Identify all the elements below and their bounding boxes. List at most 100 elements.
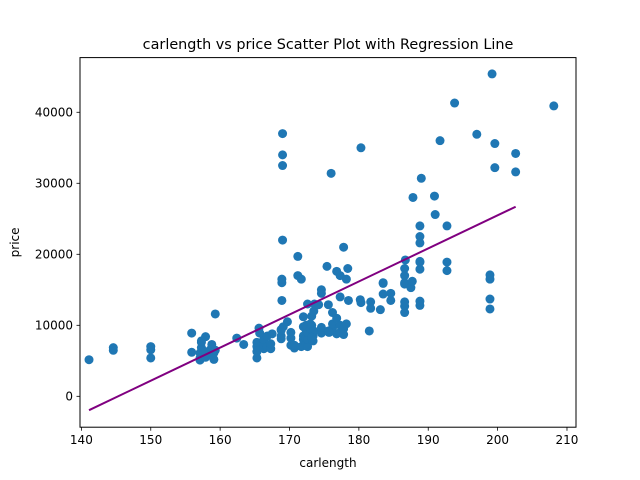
scatter-point	[511, 148, 521, 158]
scatter-point	[276, 325, 286, 335]
x-tick-label: 150	[139, 433, 162, 447]
scatter-point	[415, 256, 425, 266]
scatter-point	[239, 339, 249, 349]
scatter-point	[400, 271, 410, 281]
scatter-point	[324, 327, 334, 337]
scatter-point	[485, 304, 495, 314]
scatter-point	[326, 168, 336, 178]
x-tick-label: 180	[347, 433, 370, 447]
scatter-point	[450, 98, 460, 108]
scatter-point	[386, 288, 396, 298]
scatter-point	[487, 69, 497, 79]
scatter-point	[210, 309, 220, 319]
scatter-point	[343, 295, 353, 305]
scatter-point	[415, 232, 425, 242]
scatter-point	[267, 329, 277, 339]
scatter-point	[490, 163, 500, 173]
scatter-point	[386, 295, 396, 305]
chart-title: carlength vs price Scatter Plot with Reg…	[143, 37, 514, 53]
scatter-point	[84, 355, 94, 365]
scatter-point	[339, 242, 349, 252]
scatter-point	[323, 300, 333, 310]
scatter-point	[341, 319, 351, 329]
scatter-point	[277, 274, 287, 284]
scatter-point	[146, 353, 156, 363]
scatter-point	[378, 289, 388, 299]
scatter-point	[400, 308, 410, 318]
points-layer	[84, 69, 559, 365]
scatter-point	[309, 306, 319, 316]
regression-line	[88, 205, 517, 412]
scatter-point	[332, 266, 342, 276]
regression-layer	[88, 205, 517, 412]
y-tick-label: 10000	[35, 319, 73, 333]
scatter-point	[356, 298, 366, 308]
y-tick-label: 20000	[35, 247, 73, 261]
scatter-point	[485, 294, 495, 304]
scatter-point	[298, 312, 308, 322]
x-tick-label: 170	[278, 433, 301, 447]
scatter-point	[252, 337, 262, 347]
x-tick-label: 210	[556, 433, 579, 447]
scatter-point	[511, 167, 521, 177]
scatter-point	[146, 342, 156, 352]
scatter-point	[416, 173, 426, 183]
scatter-point	[303, 342, 313, 352]
y-axis-ticks: 0 10000 20000 30000 40000	[35, 105, 80, 404]
scatter-point	[335, 292, 345, 302]
scatter-point	[400, 278, 410, 288]
scatter-point	[187, 328, 197, 338]
scatter-point	[415, 264, 425, 274]
scatter-point	[339, 330, 349, 340]
y-axis-label: price	[8, 227, 22, 257]
scatter-point	[278, 235, 288, 245]
axes-frame	[79, 57, 577, 428]
scatter-point	[375, 305, 385, 315]
scatter-point	[442, 221, 452, 231]
scatter-point	[400, 297, 410, 307]
scatter-point	[378, 278, 388, 288]
scatter-point	[307, 332, 317, 342]
x-tick-label: 140	[70, 433, 93, 447]
scatter-point	[442, 266, 452, 276]
scatter-point	[430, 210, 440, 220]
scatter-point	[366, 303, 376, 313]
scatter-point	[286, 327, 296, 337]
scatter-point	[296, 274, 306, 284]
scatter-point	[341, 274, 351, 284]
scatter-point	[289, 340, 299, 350]
scatter-point	[343, 264, 353, 273]
scatter-point	[266, 339, 276, 349]
scatter-point	[201, 332, 211, 342]
scatter-point	[316, 288, 326, 298]
scatter-point	[549, 101, 559, 111]
scatter-point	[435, 136, 445, 146]
scatter-point	[364, 326, 374, 336]
scatter-point	[415, 238, 425, 248]
scatter-point	[293, 251, 303, 261]
x-axis-ticks: 140 150 160 170 180 190 200 210	[70, 427, 579, 447]
scatter-point	[282, 317, 292, 327]
y-tick-label: 30000	[35, 176, 73, 190]
x-axis-label: carlength	[299, 456, 356, 470]
y-tick-label: 40000	[35, 105, 73, 119]
y-tick-label: 0	[65, 390, 73, 404]
x-tick-label: 190	[417, 433, 440, 447]
scatter-point	[316, 322, 326, 332]
scatter-point	[252, 353, 262, 363]
scatter-point	[332, 313, 342, 323]
scatter-point	[408, 192, 418, 202]
scatter-point	[278, 150, 288, 160]
x-tick-label: 200	[486, 433, 509, 447]
scatter-point	[472, 129, 482, 139]
scatter-point	[366, 297, 376, 307]
scatter-point	[278, 161, 288, 171]
scatter-point	[108, 343, 118, 353]
scatter-point	[209, 354, 219, 364]
scatter-point	[429, 191, 439, 201]
scatter-point	[400, 264, 410, 273]
scatter-point	[322, 261, 332, 271]
x-tick-label: 160	[209, 433, 232, 447]
